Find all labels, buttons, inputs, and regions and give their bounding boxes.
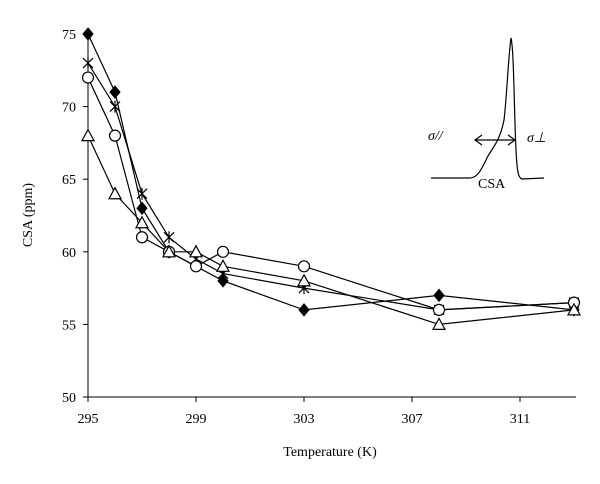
y-tick-label: 50 (62, 391, 76, 406)
x-tick-label: 295 (78, 412, 99, 427)
inset-label: CSA (478, 177, 506, 192)
marker-circle (108, 129, 122, 142)
y-tick-label: 65 (62, 173, 76, 188)
marker-star (163, 231, 175, 244)
y-tick-label: 60 (62, 246, 76, 261)
series-line (87, 135, 575, 326)
x-tick-label: 311 (510, 412, 530, 427)
series-line (87, 33, 575, 311)
marker-triangle (188, 244, 204, 258)
marker-circle (81, 71, 95, 84)
marker-star (136, 187, 148, 200)
arrow-heads (473, 134, 517, 146)
marker-star (82, 57, 94, 70)
x-axis-title: Temperature (K) (283, 445, 377, 460)
marker-triangle (80, 128, 96, 142)
x-tick-label: 307 (402, 412, 423, 427)
marker-triangle (215, 259, 231, 272)
spectrum-line (431, 37, 545, 180)
marker-diamond (217, 274, 229, 288)
y-tick-label: 55 (62, 318, 76, 333)
marker-diamond (82, 27, 94, 41)
marker-circle (189, 260, 203, 273)
inset-left-label: σ// (428, 129, 444, 144)
marker-triangle (161, 244, 177, 258)
marker-triangle (566, 302, 582, 316)
marker-diamond (298, 303, 310, 317)
marker-triangle (431, 317, 447, 330)
y-axis-title: CSA (ppm) (21, 183, 36, 248)
marker-star (109, 100, 121, 113)
marker-diamond (109, 85, 121, 99)
marker-circle (216, 245, 230, 258)
marker-triangle (134, 215, 150, 229)
marker-triangle (296, 273, 312, 287)
x-tick-label: 303 (294, 412, 315, 427)
inset-spectrum: σ// σ⊥ CSA (428, 37, 546, 192)
marker-diamond (433, 288, 445, 303)
x-tick-label: 299 (186, 412, 207, 427)
series-line (87, 77, 575, 311)
marker-triangle (107, 186, 123, 200)
y-tick-label: 75 (62, 28, 76, 43)
y-tick-label: 70 (62, 101, 76, 116)
inset-right-label: σ⊥ (527, 131, 546, 146)
marker-circle (135, 231, 149, 244)
marker-circle (432, 303, 446, 316)
marker-circle (297, 260, 311, 273)
marker-diamond (136, 201, 148, 216)
